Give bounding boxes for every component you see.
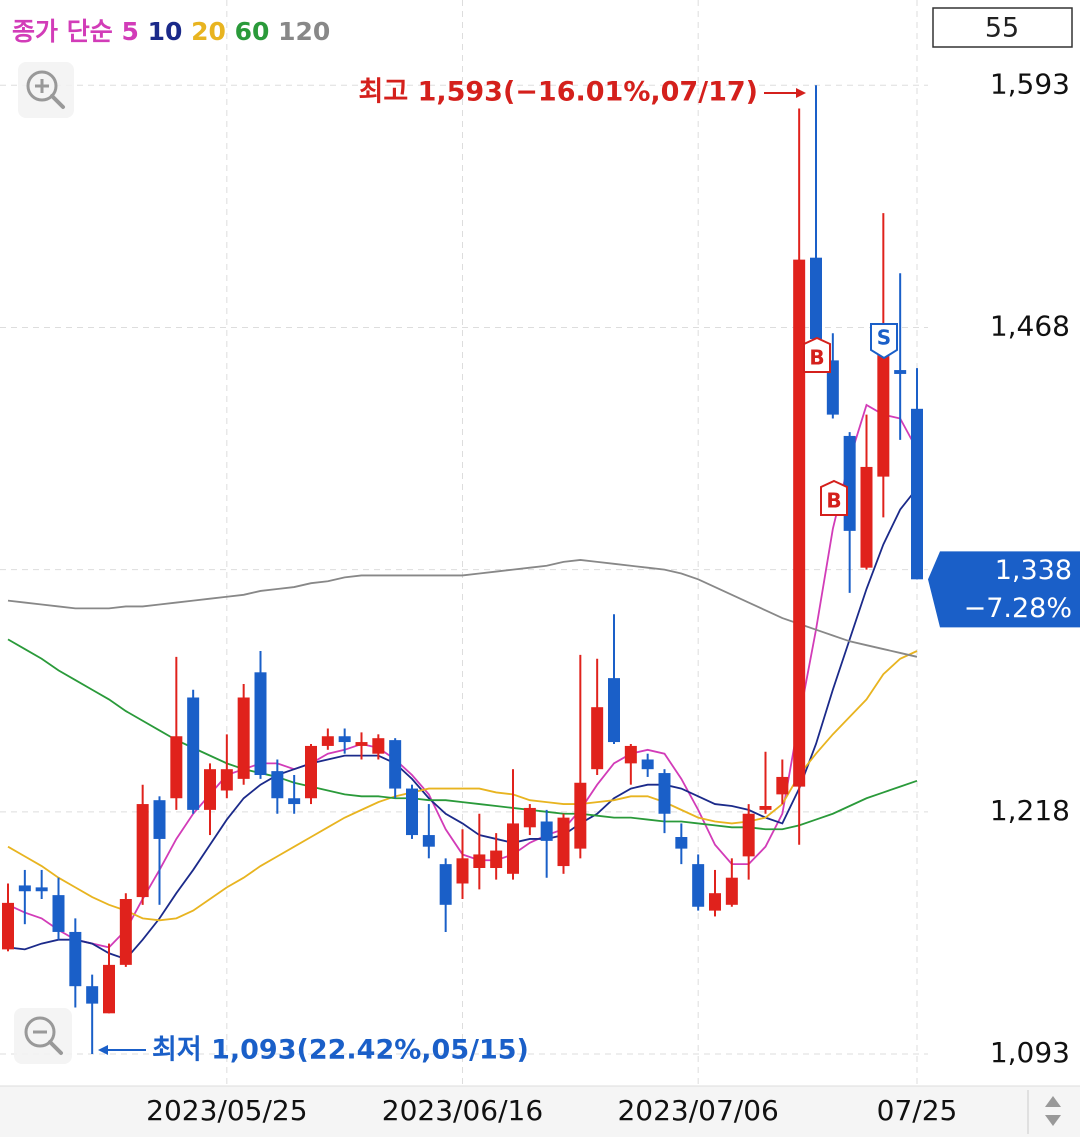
low-arrow — [98, 1045, 146, 1055]
y-tick-label: 1,593 — [990, 67, 1070, 100]
candle-body — [136, 804, 149, 898]
candle-body — [204, 769, 216, 810]
legend-entry: 20 — [191, 17, 226, 46]
price-tag — [928, 551, 1080, 628]
candle-body — [153, 800, 166, 839]
candle-body — [826, 360, 839, 415]
candle-body — [860, 466, 873, 568]
candle-body — [742, 813, 755, 857]
candle-body — [237, 697, 250, 779]
candle-body — [725, 877, 738, 905]
x-tick-label: 2023/07/06 — [617, 1094, 778, 1127]
candle-body — [338, 736, 351, 743]
candle-body — [372, 738, 385, 754]
signal-label: B — [809, 346, 824, 370]
candle-body — [557, 817, 570, 867]
candle-body — [288, 798, 301, 805]
zoom-out[interactable] — [14, 1008, 72, 1064]
grid — [0, 0, 928, 1085]
signal-s: S — [870, 323, 898, 360]
x-tick-label: 2023/05/25 — [146, 1094, 307, 1127]
ma-line — [7, 638, 918, 831]
candle-body — [422, 835, 435, 847]
candle-body — [675, 837, 688, 849]
count-text: 55 — [985, 13, 1019, 44]
y-tick-label: 1,218 — [990, 794, 1070, 827]
candle-body — [608, 678, 620, 743]
candle-body — [52, 895, 65, 932]
count-box[interactable] — [932, 7, 1073, 48]
candle-body — [456, 858, 469, 884]
high-arrow — [764, 88, 806, 98]
candle-body — [490, 850, 503, 868]
candle-body — [473, 854, 486, 868]
candle-body — [406, 788, 418, 836]
price-tag-value: 1,338 — [995, 555, 1072, 586]
y-tick-label: 1,468 — [990, 309, 1070, 342]
labels: 1,0931,2181,3431,4681,5932023/05/252023/… — [146, 67, 1080, 1127]
legend-entry: 120 — [278, 17, 330, 46]
candle-body — [220, 769, 233, 791]
candle-body — [103, 964, 115, 1014]
candle-body — [2, 902, 14, 950]
low-annotation: 최저 1,093(22.42%,05/15) — [152, 1035, 529, 1066]
candle-body — [540, 821, 553, 841]
candle-body — [591, 707, 604, 770]
signal-b: B — [820, 479, 848, 516]
legend-entry: 10 — [148, 17, 183, 46]
ma-line — [7, 559, 918, 658]
candle-body — [187, 697, 200, 810]
candle-body — [355, 742, 368, 746]
candle-body — [523, 807, 536, 828]
scroll-arrows[interactable] — [1027, 1090, 1061, 1134]
candle-body — [35, 887, 48, 892]
candle-body — [170, 736, 183, 799]
zoom-in[interactable] — [18, 62, 74, 118]
candle-body — [439, 864, 452, 905]
candle-body — [574, 782, 587, 849]
candle-body — [305, 745, 317, 799]
candle-body — [641, 759, 654, 770]
candle-body — [624, 745, 637, 764]
candle-body — [389, 740, 402, 789]
candle-body — [254, 672, 267, 775]
candle-body — [843, 435, 856, 531]
legend-entry: 60 — [235, 17, 270, 46]
candle-body — [759, 806, 772, 810]
candle-body — [69, 931, 82, 987]
signal-label: B — [826, 489, 841, 513]
candle-body — [18, 885, 31, 892]
candle-body — [894, 370, 907, 374]
price-tag-change: −7.28% — [964, 593, 1072, 624]
candles — [2, 85, 923, 1054]
candle-body — [86, 986, 99, 1004]
candle-body — [271, 771, 284, 799]
candle-body — [810, 257, 822, 340]
x-tick-label: 07/25 — [877, 1094, 958, 1127]
date-band — [0, 1086, 1080, 1137]
high-annotation: 최고 1,593(−16.01%,07/17) — [358, 77, 758, 108]
candle-body — [793, 259, 806, 787]
candle-body — [321, 736, 334, 746]
signal-label: S — [877, 326, 891, 350]
y-tick-label: 1,093 — [990, 1036, 1070, 1069]
candle-body — [692, 864, 705, 907]
candle-body — [776, 776, 789, 795]
legend: 종가 단순 5 10 20 60 120 — [12, 17, 330, 46]
ma-line — [7, 650, 918, 922]
candle-body — [119, 899, 132, 965]
legend-entry: 5 — [121, 17, 138, 46]
candle-body — [658, 773, 671, 814]
candle-body — [911, 408, 923, 580]
candle-body — [877, 354, 890, 477]
legend-title: 종가 단순 — [12, 17, 113, 46]
x-tick-label: 2023/06/16 — [382, 1094, 543, 1127]
candle-body — [709, 893, 721, 911]
candle-body — [507, 823, 519, 874]
signal-b: B — [803, 336, 831, 373]
